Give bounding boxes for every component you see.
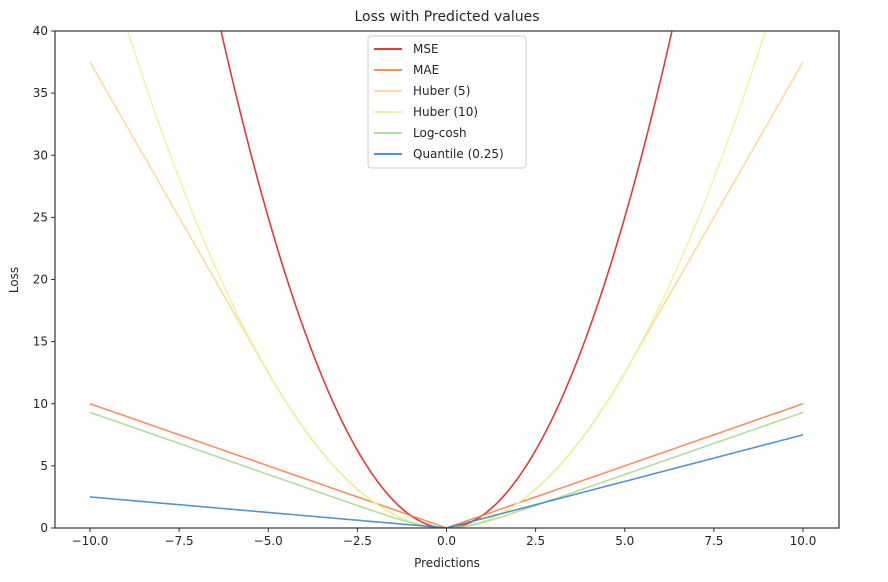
y-tick-label: 0 <box>40 521 48 535</box>
legend-label: Huber (5) <box>413 84 470 98</box>
y-tick-label: 25 <box>33 210 48 224</box>
y-tick-label: 15 <box>33 335 48 349</box>
x-tick-label: 5.0 <box>615 534 634 548</box>
x-axis-label: Predictions <box>414 556 480 570</box>
series-line-quantile-0-25 <box>89 434 804 528</box>
legend-label: MAE <box>413 63 439 77</box>
x-tick-label: −2.5 <box>343 534 372 548</box>
series-line-log-cosh <box>89 411 804 528</box>
y-axis-label: Loss <box>7 267 21 293</box>
legend-label: MSE <box>413 42 439 56</box>
y-tick-label: 40 <box>33 24 48 38</box>
y-tick-label: 5 <box>40 459 48 473</box>
legend-label: Log-cosh <box>413 126 467 140</box>
legend-label: Huber (10) <box>413 105 478 119</box>
series-layer <box>89 31 804 528</box>
chart-title: Loss with Predicted values <box>354 9 539 25</box>
x-axis: −10.0 −7.5 −5.0 −2.5 0.0 2.5 5.0 7.5 10.0 <box>72 528 817 548</box>
y-tick-label: 10 <box>33 397 48 411</box>
x-tick-label: 2.5 <box>526 534 545 548</box>
x-tick-label: −5.0 <box>254 534 283 548</box>
x-tick-label: 10.0 <box>790 534 817 548</box>
x-tick-label: 0.0 <box>437 534 456 548</box>
series-line-mae <box>89 402 804 528</box>
x-tick-label: −10.0 <box>72 534 109 548</box>
series-line-huber-10 <box>126 31 767 528</box>
y-tick-label: 35 <box>33 86 48 100</box>
x-tick-label: −7.5 <box>165 534 194 548</box>
legend: MSE MAE Huber (5) Huber (10) Log-cosh Quantil… <box>367 35 527 169</box>
legend-label: Quantile (0.25) <box>413 147 504 161</box>
legend-box <box>367 35 527 169</box>
series-line-huber-5 <box>89 61 804 528</box>
y-tick-label: 30 <box>33 148 48 162</box>
y-axis: 0 5 10 15 20 25 30 35 40 <box>33 24 55 535</box>
x-tick-label: 7.5 <box>704 534 723 548</box>
y-tick-label: 20 <box>33 273 48 287</box>
